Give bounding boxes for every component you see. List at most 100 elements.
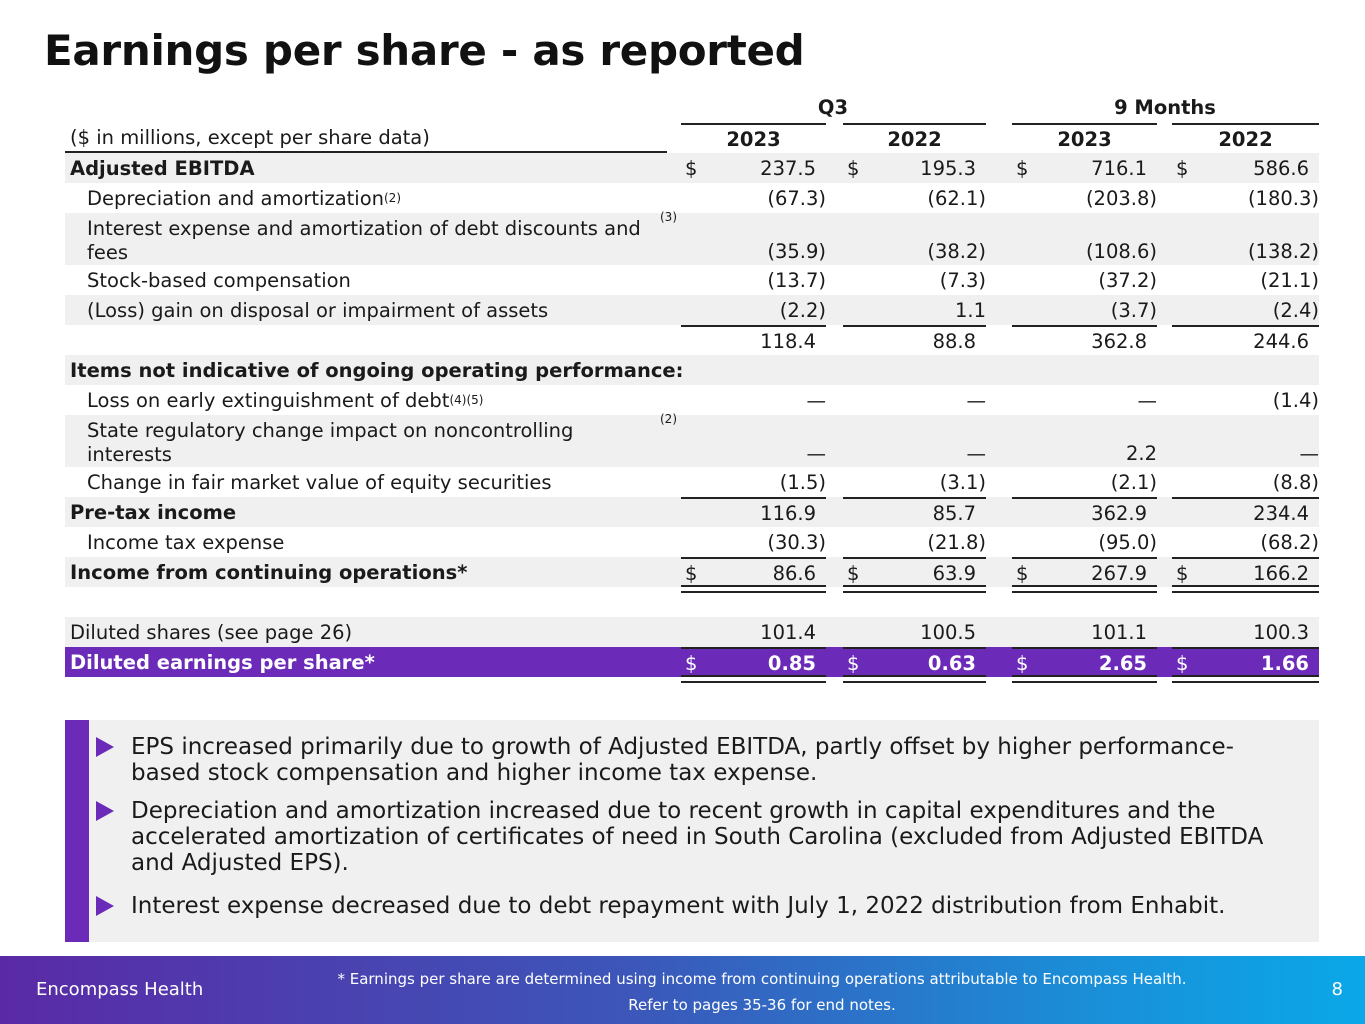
- header-9-months: 9 Months: [1114, 96, 1216, 119]
- table-cell: (1.4): [1172, 385, 1319, 415]
- table-cell: $63.9: [843, 557, 986, 593]
- row-label: Income tax expense: [87, 527, 284, 557]
- bullet-text: Interest expense decreased due to debt r…: [131, 893, 1226, 919]
- table-cell: $195.3: [843, 153, 986, 183]
- page-title: Earnings per share - as reported: [44, 26, 805, 75]
- table-cell: [681, 587, 826, 617]
- table-cell: $586.6: [1172, 153, 1319, 183]
- table-cell: (180.3): [1172, 183, 1319, 213]
- row-label-text: Diluted earnings per share*: [70, 650, 375, 674]
- table-cell: [681, 355, 826, 385]
- row-label-text: Stock-based compensation: [87, 268, 351, 292]
- table-cell: (203.8): [1012, 183, 1157, 213]
- footer-brand: Encompass Health: [36, 979, 204, 1000]
- table-cell: —: [1012, 385, 1158, 415]
- header-q3: Q3: [817, 96, 849, 119]
- triangle-bullet-icon: [96, 737, 114, 757]
- cell-value: (3.7): [1110, 298, 1157, 322]
- row-label-text: Adjusted EBITDA: [70, 156, 255, 180]
- row-label-text: Change in fair market value of equity se…: [87, 470, 552, 494]
- row-label: Income from continuing operations*: [70, 557, 467, 587]
- table-cell: (68.2): [1172, 527, 1319, 557]
- cell-value: 2.65: [1098, 651, 1147, 675]
- row-label: Loss on early extinguishment of debt (4)(…: [87, 388, 484, 412]
- cell-value: 100.3: [1253, 620, 1309, 644]
- table-cell: (37.2): [1012, 265, 1157, 295]
- table-cell: —: [681, 415, 827, 467]
- table-cell: (2.2): [681, 295, 826, 325]
- table-cell: —: [843, 385, 987, 415]
- table-cell: (108.6): [1012, 213, 1157, 265]
- cell-value: 100.5: [920, 620, 976, 644]
- cell-value: 195.3: [920, 156, 976, 180]
- row-label: Items not indicative of ongoing operatin…: [70, 355, 683, 385]
- cell-value: 166.2: [1253, 561, 1309, 585]
- table-cell: [1172, 587, 1319, 617]
- table-row: Income from continuing operations* $86.6 $…: [65, 557, 1319, 593]
- table-cell: (138.2): [1172, 213, 1319, 265]
- table-cell: $86.6: [681, 557, 826, 593]
- page-number: 8: [1331, 979, 1343, 1000]
- cell-value: (138.2): [1247, 240, 1319, 263]
- header-row: ($ in millions, except per share data) 2…: [65, 123, 1319, 153]
- cell-value: (21.8): [927, 530, 986, 554]
- table-row: Diluted earnings per share* $0.85 $0.63 $2.…: [65, 647, 1319, 683]
- table-cell: [1012, 587, 1157, 617]
- table-cell: 118.4: [681, 325, 826, 355]
- row-label-text: Depreciation and amortization: [87, 186, 384, 210]
- table-cell: 362.8: [1012, 325, 1157, 355]
- cell-value: (2.1): [1110, 470, 1157, 494]
- footer-notes: * Earnings per share are determined usin…: [262, 966, 1262, 1018]
- cell-value: 1.1: [954, 298, 986, 322]
- table-cell: [1012, 355, 1157, 385]
- cell-value: (3.1): [939, 470, 986, 494]
- table-cell: (67.3): [681, 183, 826, 213]
- header-underline: [65, 151, 667, 153]
- cell-value: (203.8): [1085, 186, 1157, 210]
- cell-value: (35.9): [767, 240, 826, 263]
- cell-value: —: [966, 442, 987, 465]
- currency-symbol: $: [847, 651, 860, 675]
- table-row: 118.4 88.8 362.8 244.6: [65, 325, 1319, 355]
- table-row: Income tax expense (30.3) (21.8) (95.0) (68.…: [65, 527, 1319, 557]
- row-label-text: Interest expense and amortization of deb…: [87, 217, 641, 264]
- table-cell: $166.2: [1172, 557, 1319, 593]
- cell-value: (1.5): [779, 470, 826, 494]
- currency-symbol: $: [847, 156, 860, 180]
- units-label: ($ in millions, except per share data): [70, 126, 430, 149]
- cell-value: (30.3): [767, 530, 826, 554]
- cell-value: 267.9: [1091, 561, 1147, 585]
- cell-value: —: [806, 388, 827, 412]
- cell-value: 586.6: [1253, 156, 1309, 180]
- cell-value: 85.7: [932, 501, 976, 525]
- row-label-text: Income from continuing operations*: [70, 560, 468, 584]
- footer-note-line-2: Refer to pages 35-36 for end notes.: [628, 996, 896, 1014]
- currency-symbol: $: [1176, 561, 1189, 585]
- currency-symbol: $: [847, 561, 860, 585]
- cell-value: 2.2: [1125, 442, 1157, 465]
- cell-value: 0.63: [927, 651, 976, 675]
- table-cell: (7.3): [843, 265, 986, 295]
- cell-value: (38.2): [927, 240, 986, 263]
- table-cell: 100.3: [1172, 617, 1319, 647]
- year-header-9m-2022: 2022: [1172, 123, 1319, 153]
- cell-value: 101.4: [760, 620, 816, 644]
- table-cell: [1172, 355, 1319, 385]
- row-label-text: Diluted shares (see page 26): [70, 620, 353, 644]
- table-row: Interest expense and amortization of deb…: [65, 211, 1319, 265]
- row-label: Pre-tax income: [70, 497, 236, 527]
- table-cell: $237.5: [681, 153, 826, 183]
- cell-value: (2.2): [779, 298, 826, 322]
- currency-symbol: $: [685, 561, 698, 585]
- cell-value: (37.2): [1098, 268, 1157, 292]
- year-header-q3-2022: 2022: [843, 123, 986, 153]
- table-cell: $0.85: [681, 647, 826, 683]
- cell-value: 234.4: [1253, 501, 1309, 525]
- row-label: Diluted shares (see page 26): [70, 617, 352, 647]
- table-cell: —: [681, 385, 827, 415]
- cell-value: (1.4): [1272, 388, 1319, 412]
- table-cell: (2.4): [1172, 295, 1319, 325]
- table-row: Stock-based compensation (13.7) (7.3) (37.2…: [65, 265, 1319, 295]
- table-cell: 100.5: [843, 617, 986, 647]
- cell-value: (180.3): [1247, 186, 1319, 210]
